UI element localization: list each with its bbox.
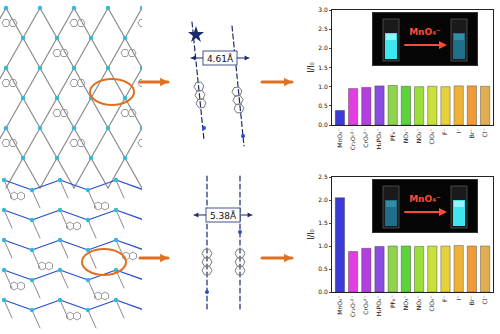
- svg-text:ClO₄⁻: ClO₄⁻: [428, 128, 435, 144]
- svg-text:NO₃⁻: NO₃⁻: [402, 295, 409, 310]
- svg-text:0.5: 0.5: [318, 102, 328, 109]
- svg-text:F⁻: F⁻: [441, 128, 448, 135]
- svg-text:NO₂⁻: NO₂⁻: [415, 295, 422, 310]
- svg-text:NO₂⁻: NO₂⁻: [415, 128, 422, 143]
- svg-text:ClO₄⁻: ClO₄⁻: [428, 295, 435, 311]
- svg-text:I⁻: I⁻: [455, 128, 462, 133]
- svg-text:Cl⁻: Cl⁻: [481, 295, 488, 304]
- svg-text:Cl⁻: Cl⁻: [481, 128, 488, 137]
- svg-text:I⁻: I⁻: [455, 295, 462, 300]
- svg-text:MnO₄⁻: MnO₄⁻: [336, 295, 343, 314]
- svg-text:5.38Å: 5.38Å: [210, 210, 237, 221]
- svg-text:MnO₄⁻: MnO₄⁻: [336, 128, 343, 147]
- svg-text:CrO₄²⁻: CrO₄²⁻: [362, 128, 369, 147]
- svg-text:Br⁻: Br⁻: [468, 295, 475, 305]
- svg-text:2.0: 2.0: [318, 44, 328, 51]
- svg-text:2.0: 2.0: [318, 196, 328, 203]
- svg-text:1.5: 1.5: [318, 219, 328, 226]
- svg-text:1.0: 1.0: [318, 83, 328, 90]
- svg-text:0.0: 0.0: [318, 121, 328, 128]
- svg-text:F⁻: F⁻: [441, 295, 448, 302]
- svg-text:I/I₀: I/I₀: [307, 229, 316, 240]
- svg-text:4.61Å: 4.61Å: [207, 53, 234, 64]
- svg-text:Cr₂O₇²⁻: Cr₂O₇²⁻: [349, 128, 356, 150]
- svg-text:0.5: 0.5: [318, 265, 328, 272]
- svg-text:0.0: 0.0: [318, 288, 328, 295]
- svg-text:PF₆⁻: PF₆⁻: [389, 295, 396, 308]
- svg-text:1.5: 1.5: [318, 64, 328, 71]
- svg-text:CrO₄²⁻: CrO₄²⁻: [362, 295, 369, 314]
- svg-text:Br⁻: Br⁻: [468, 128, 475, 138]
- svg-text:NO₃⁻: NO₃⁻: [402, 128, 409, 143]
- svg-text:H₂PO₄⁻: H₂PO₄⁻: [375, 128, 382, 149]
- svg-text:H₂PO₄⁻: H₂PO₄⁻: [375, 295, 382, 316]
- svg-text:PF₆⁻: PF₆⁻: [389, 128, 396, 141]
- svg-text:3.0: 3.0: [318, 6, 328, 13]
- svg-text:MnO₄⁻: MnO₄⁻: [409, 194, 441, 204]
- svg-text:Cr₂O₇²⁻: Cr₂O₇²⁻: [349, 295, 356, 317]
- svg-text:2.5: 2.5: [318, 173, 328, 180]
- svg-text:MnO₄⁻: MnO₄⁻: [409, 27, 441, 37]
- svg-text:1.0: 1.0: [318, 242, 328, 249]
- svg-text:2.5: 2.5: [318, 25, 328, 32]
- svg-text:I/I₀: I/I₀: [307, 62, 316, 73]
